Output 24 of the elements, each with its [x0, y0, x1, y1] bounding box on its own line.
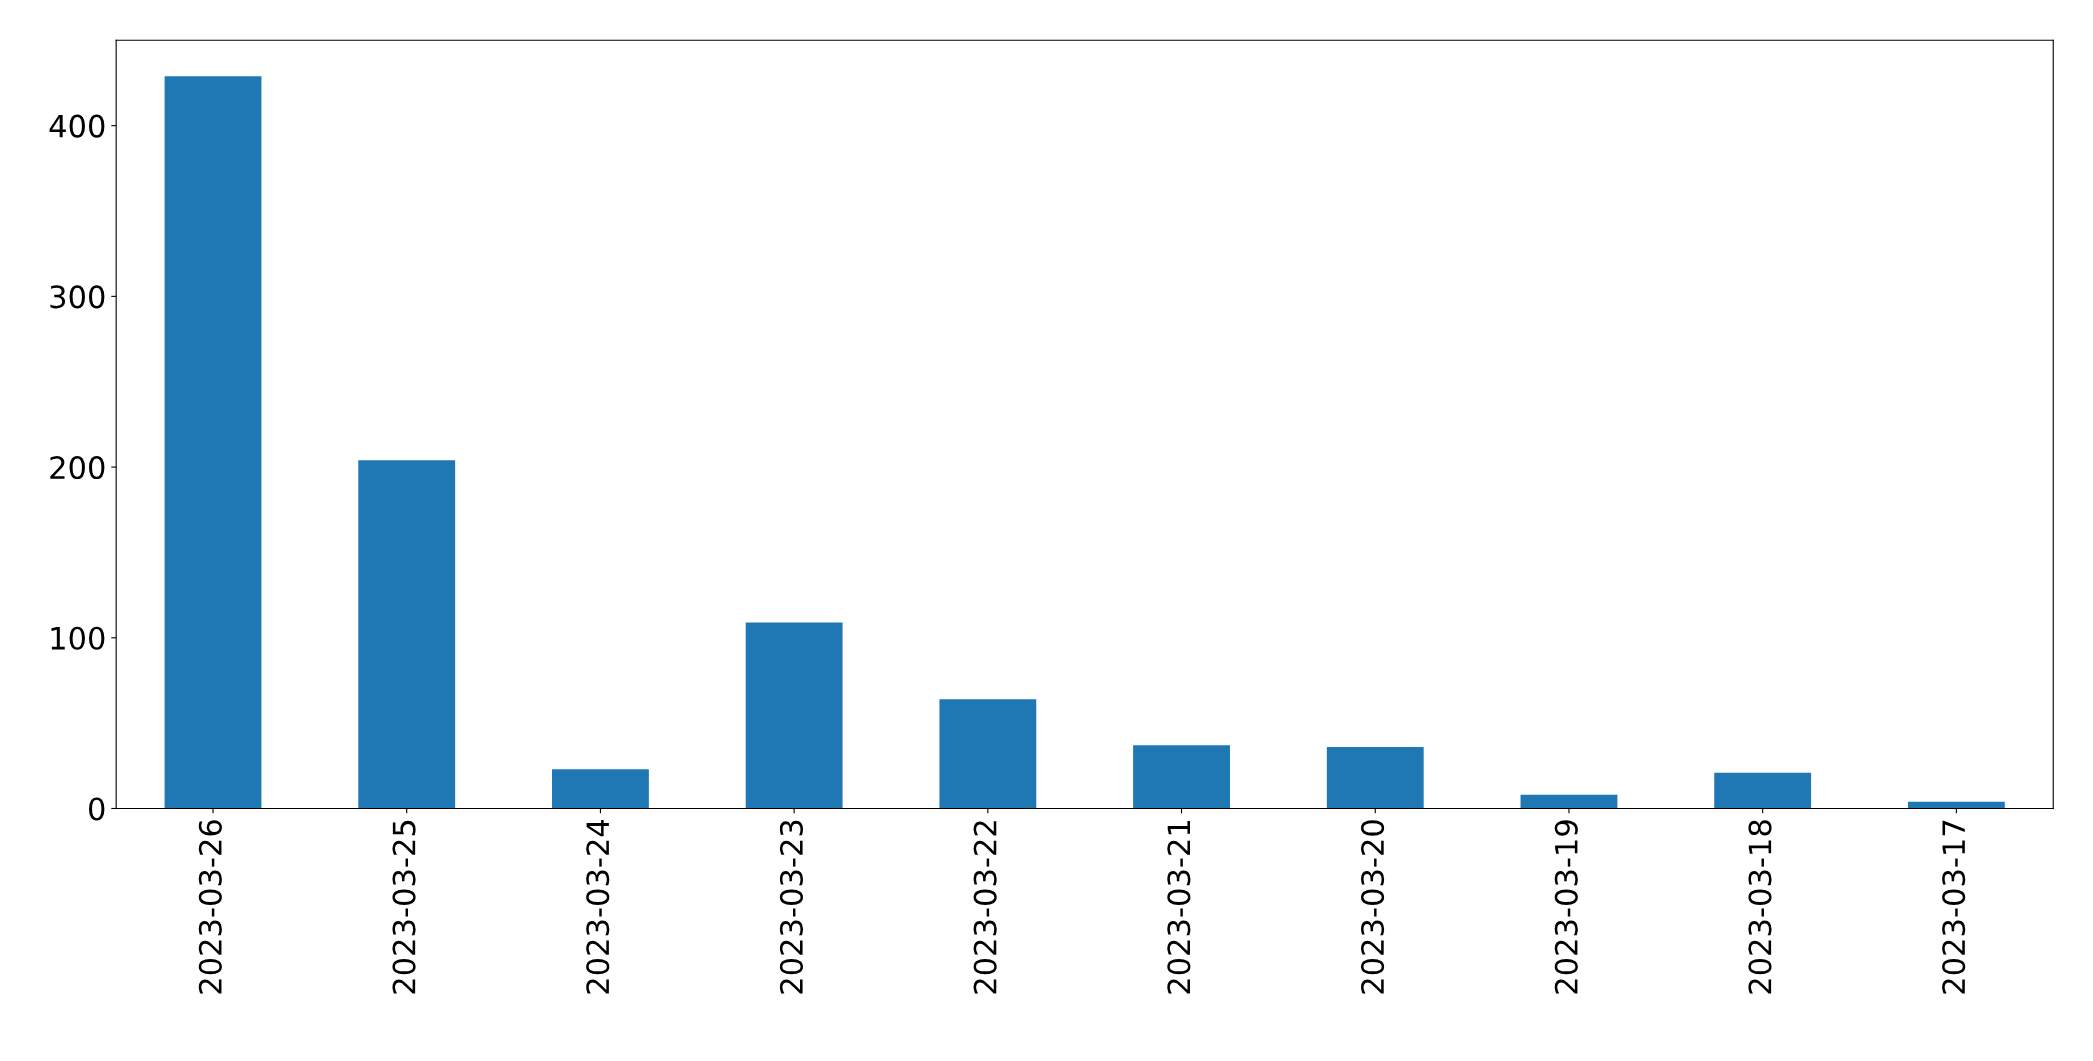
bar	[1714, 772, 1812, 809]
bar	[164, 76, 262, 809]
x-tick-label: 2023-03-22	[973, 821, 997, 994]
x-tick-label: 2023-03-21	[1167, 821, 1191, 994]
bar	[552, 769, 649, 809]
bar	[939, 699, 1037, 809]
y-tick-label: 300	[50, 285, 105, 309]
x-tick-label: 2023-03-17	[1942, 820, 1966, 994]
y-tick-label: 400	[49, 114, 105, 138]
x-tick-label: 2023-03-23	[779, 820, 803, 994]
y-tick-label: 200	[50, 456, 105, 480]
x-tick-label: 2023-03-24	[586, 819, 610, 994]
bar	[358, 460, 456, 809]
x-tick-label: 2023-03-20	[1361, 820, 1385, 994]
bar	[1326, 747, 1424, 809]
bar	[745, 622, 843, 809]
x-tick-label: 2023-03-18	[1748, 820, 1772, 994]
bar	[1520, 794, 1618, 809]
bar	[1133, 745, 1230, 809]
x-tick-label: 2023-03-19	[1554, 820, 1578, 994]
y-tick-label: 100	[51, 626, 105, 650]
x-tick-label: 2023-03-25	[392, 820, 416, 994]
x-tick-label: 2023-03-26	[198, 820, 222, 994]
y-tick-label: 0	[89, 797, 105, 821]
